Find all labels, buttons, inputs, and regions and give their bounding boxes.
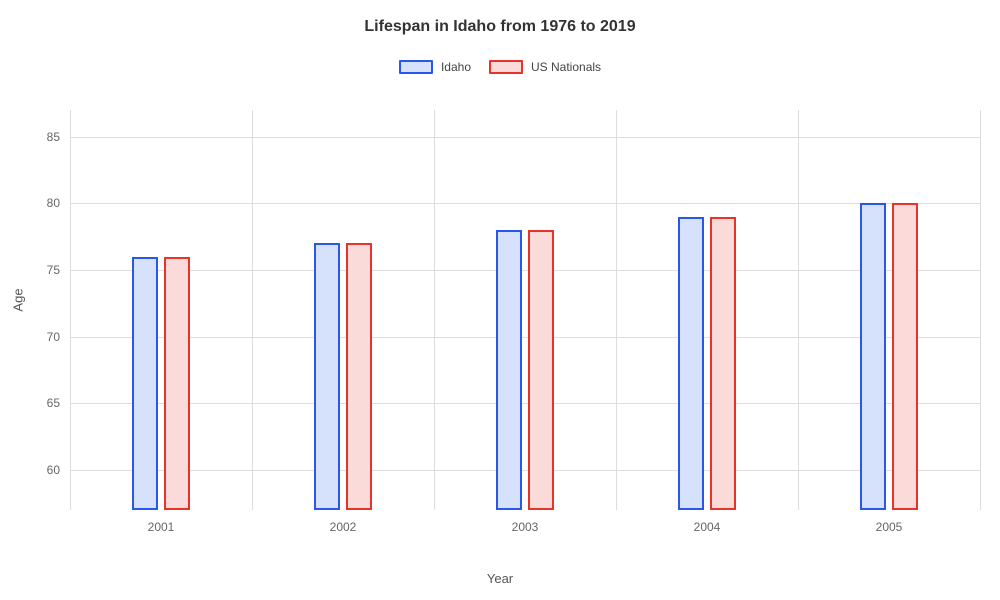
chart-title: Lifespan in Idaho from 1976 to 2019	[0, 0, 1000, 36]
bar-us-nationals	[164, 257, 190, 510]
x-tick-label: 2004	[694, 520, 721, 534]
x-tick-label: 2005	[876, 520, 903, 534]
bar-idaho	[132, 257, 158, 510]
x-tick-label: 2001	[148, 520, 175, 534]
gridline-x	[980, 110, 981, 510]
bar-us-nationals	[346, 243, 372, 510]
y-tick-label: 65	[47, 396, 60, 410]
gridline-x	[616, 110, 617, 510]
gridline-x	[434, 110, 435, 510]
gridline-y	[70, 137, 980, 138]
bar-idaho	[496, 230, 522, 510]
y-tick-label: 70	[47, 330, 60, 344]
gridline-x	[70, 110, 71, 510]
gridline-y	[70, 270, 980, 271]
x-axis-label: Year	[487, 571, 513, 586]
y-tick-label: 75	[47, 263, 60, 277]
gridline-y	[70, 470, 980, 471]
legend-swatch-idaho	[399, 60, 433, 74]
y-tick-label: 60	[47, 463, 60, 477]
gridline-y	[70, 203, 980, 204]
gridline-y	[70, 337, 980, 338]
legend-label-us: US Nationals	[531, 60, 601, 74]
y-axis-label: Age	[11, 288, 26, 311]
x-tick-label: 2003	[512, 520, 539, 534]
chart-container: Lifespan in Idaho from 1976 to 2019 Idah…	[0, 0, 1000, 600]
legend-item-us: US Nationals	[489, 60, 601, 74]
x-tick-label: 2002	[330, 520, 357, 534]
legend: Idaho US Nationals	[0, 60, 1000, 74]
y-tick-label: 80	[47, 196, 60, 210]
legend-label-idaho: Idaho	[441, 60, 471, 74]
gridline-x	[798, 110, 799, 510]
gridline-x	[252, 110, 253, 510]
legend-item-idaho: Idaho	[399, 60, 471, 74]
bar-us-nationals	[528, 230, 554, 510]
y-tick-label: 85	[47, 130, 60, 144]
legend-swatch-us	[489, 60, 523, 74]
bar-us-nationals	[710, 217, 736, 510]
bar-idaho	[860, 203, 886, 510]
gridline-y	[70, 403, 980, 404]
bar-idaho	[314, 243, 340, 510]
plot-area: 60657075808520012002200320042005	[70, 110, 980, 510]
bar-us-nationals	[892, 203, 918, 510]
bar-idaho	[678, 217, 704, 510]
